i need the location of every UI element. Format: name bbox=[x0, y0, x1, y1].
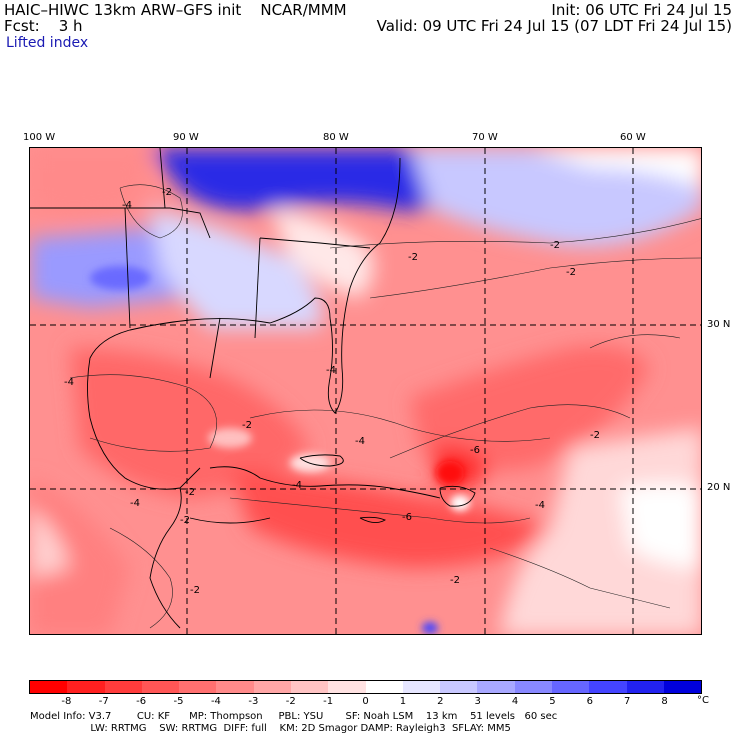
lon-label-80w: 80 W bbox=[323, 132, 349, 143]
colorbar-swatch bbox=[328, 681, 366, 693]
lat-label-20n: 20 N bbox=[707, 482, 731, 493]
colorbar-tick-label: -5 bbox=[173, 696, 184, 707]
field-name: Lifted index bbox=[6, 35, 89, 51]
contour-label: -2 bbox=[550, 240, 560, 251]
colorbar-swatch bbox=[216, 681, 254, 693]
init-time: Init: 06 UTC Fri 24 Jul 15 bbox=[551, 1, 732, 19]
colorbar-tick-label: -3 bbox=[248, 696, 259, 707]
model-info-line-1: Model Info: V3.7 CU: KF MP: Thompson PBL… bbox=[30, 711, 558, 722]
lon-label-90w: 90 W bbox=[173, 132, 199, 143]
colorbar bbox=[29, 680, 702, 694]
contour-label: -6 bbox=[470, 445, 480, 456]
contour-label: -2 bbox=[185, 487, 195, 498]
colorbar-swatch bbox=[141, 681, 180, 693]
colorbar-swatch bbox=[290, 681, 329, 693]
colorbar-tick-label: 7 bbox=[624, 696, 631, 707]
lon-label-70w: 70 W bbox=[472, 132, 498, 143]
colorbar-swatch bbox=[663, 681, 702, 693]
colorbar-swatch bbox=[626, 681, 664, 693]
map-svg: -2 -4 -4 -2 -2 -2 -2 -4 -4 -2 -4 -6 -6 -… bbox=[30, 148, 701, 634]
colorbar-tick-label: -2 bbox=[285, 696, 296, 707]
contour-label: -4 bbox=[292, 480, 302, 491]
colorbar-swatch bbox=[402, 681, 441, 693]
lon-label-60w: 60 W bbox=[620, 132, 646, 143]
contour-label: -4 bbox=[130, 498, 140, 509]
contour-label: -2 bbox=[590, 430, 600, 441]
forecast-hour: Fcst: 3 h bbox=[4, 17, 83, 35]
colorbar-tick-label: 3 bbox=[474, 696, 481, 707]
contour-label: -2 bbox=[242, 420, 252, 431]
contour-label: -6 bbox=[402, 512, 412, 523]
contour-label: -2 bbox=[566, 267, 576, 278]
colorbar-tick-label: -7 bbox=[98, 696, 109, 707]
colorbar-swatch bbox=[30, 681, 68, 693]
contour-label: -2 bbox=[162, 187, 172, 198]
colorbar-swatch bbox=[514, 681, 552, 693]
colorbar-swatch bbox=[104, 681, 142, 693]
colorbar-tick-label: 2 bbox=[437, 696, 444, 707]
model-info-line-2: LW: RRTMG SW: RRTMG DIFF: full KM: 2D Sm… bbox=[30, 723, 511, 734]
colorbar-tick-label: -8 bbox=[61, 696, 72, 707]
coastlines bbox=[30, 148, 476, 629]
contour-label: -2 bbox=[190, 585, 200, 596]
contour-label: -4 bbox=[355, 436, 365, 447]
colorbar-swatch bbox=[477, 681, 515, 693]
colorbar-unit: °C bbox=[697, 695, 709, 706]
graticule bbox=[30, 148, 701, 634]
contour-label: -2 bbox=[180, 515, 190, 526]
colorbar-swatch bbox=[440, 681, 478, 693]
colorbar-swatch bbox=[67, 681, 105, 693]
contour-label: -4 bbox=[326, 365, 336, 376]
colorbar-tick-label: 1 bbox=[399, 696, 407, 707]
contour-label: -4 bbox=[535, 500, 545, 511]
plot-title: HAIC–HIWC 13km ARW–GFS init NCAR/MMM bbox=[4, 1, 347, 19]
colorbar-tick-label: -1 bbox=[323, 696, 334, 707]
valid-time: Valid: 09 UTC Fri 24 Jul 15 (07 LDT Fri … bbox=[376, 17, 732, 35]
colorbar-tick-label: -4 bbox=[210, 696, 221, 707]
colorbar-swatch bbox=[179, 681, 217, 693]
contour-label: -2 bbox=[450, 575, 460, 586]
contour-lines bbox=[69, 184, 701, 629]
contour-label: -4 bbox=[64, 377, 74, 388]
colorbar-tick-label: -6 bbox=[136, 696, 147, 707]
colorbar-tick-label: 6 bbox=[586, 696, 594, 707]
colorbar-swatch bbox=[589, 681, 627, 693]
lon-label-100w: 100 W bbox=[23, 132, 56, 143]
contour-label-group: -2 -4 -4 -2 -2 -2 -2 -4 -4 -2 -4 -6 -6 -… bbox=[64, 187, 600, 596]
contour-label: -2 bbox=[408, 252, 418, 263]
colorbar-swatch bbox=[365, 681, 403, 693]
colorbar-swatch bbox=[551, 681, 590, 693]
lifted-index-map: -2 -4 -4 -2 -2 -2 -2 -4 -4 -2 -4 -6 -6 -… bbox=[29, 147, 702, 635]
colorbar-swatch bbox=[253, 681, 291, 693]
lat-label-30n: 30 N bbox=[707, 319, 731, 330]
colorbar-tick-label: 0 bbox=[362, 696, 369, 707]
colorbar-tick-label: 4 bbox=[511, 696, 519, 707]
colorbar-tick-label: 5 bbox=[549, 696, 556, 707]
contour-label: -4 bbox=[122, 200, 132, 211]
colorbar-tick-label: 8 bbox=[661, 696, 668, 707]
